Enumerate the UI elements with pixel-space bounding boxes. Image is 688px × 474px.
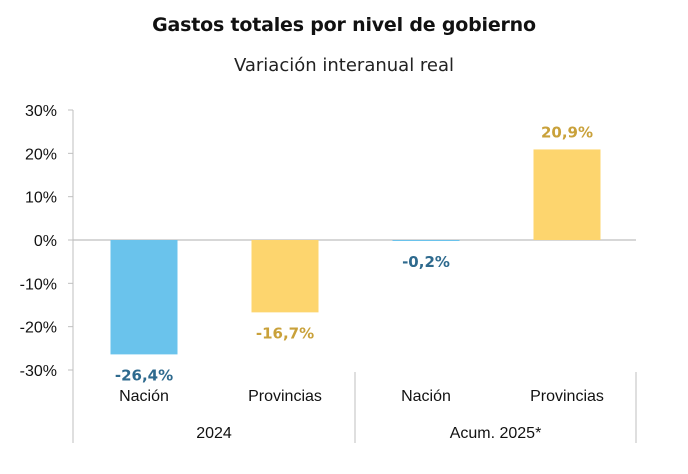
category-label: Provincias — [530, 388, 604, 405]
label-layer: 2024 -26,4% Nación -16,7% Provincias Acum. 20… — [115, 123, 604, 442]
chart-subtitle: Variación interanual real — [233, 55, 455, 76]
category-label: Provincias — [248, 388, 322, 405]
category-label: Nación — [401, 388, 451, 405]
group-label: Acum. 2025* — [450, 425, 542, 442]
y-tick-label: 10% — [25, 190, 57, 207]
y-tick-label: -30% — [20, 363, 57, 380]
y-tick-label: 0% — [34, 233, 57, 250]
bar-provincias — [533, 149, 601, 240]
category-label: Nación — [119, 388, 169, 405]
data-label: 20,9% — [541, 123, 593, 141]
chart-title: Gastos totales por nivel de gobierno — [152, 14, 536, 36]
y-tick-label: -20% — [20, 320, 57, 337]
y-tick-label: 30% — [25, 103, 57, 120]
data-label: -0,2% — [402, 253, 450, 271]
y-tick-label: -10% — [20, 276, 57, 293]
group-label: 2024 — [196, 425, 232, 442]
bar-provincias — [251, 240, 319, 313]
data-label: -16,7% — [256, 324, 314, 342]
data-label: -26,4% — [115, 366, 173, 384]
y-tick-label: 20% — [25, 146, 57, 163]
bar-layer — [110, 149, 601, 355]
bar-nacin — [392, 240, 460, 241]
bar-nacin — [110, 240, 178, 355]
